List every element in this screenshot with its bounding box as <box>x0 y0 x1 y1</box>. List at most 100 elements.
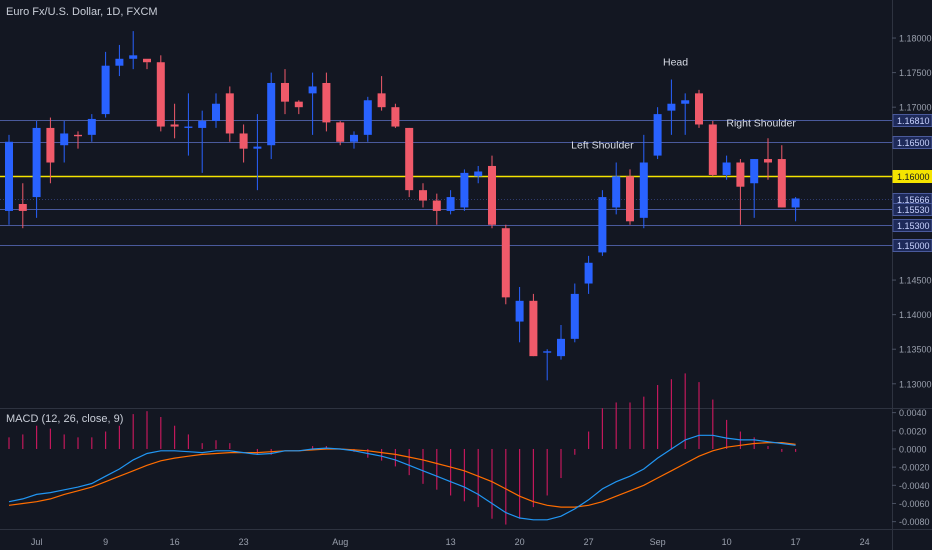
price-line-label-box <box>892 239 932 252</box>
candle-body <box>777 159 786 208</box>
candle-body <box>488 165 496 225</box>
price-line-label-box <box>892 219 932 232</box>
candle-body <box>543 351 552 353</box>
price-line-label-box <box>892 136 932 149</box>
candle-body <box>74 134 82 137</box>
price-tick-label: 1.13500 <box>899 345 932 355</box>
candle-body <box>570 293 579 339</box>
candle-body <box>115 58 124 66</box>
candle-body <box>405 127 414 191</box>
candle-body <box>612 176 621 208</box>
macd-line <box>8 434 796 521</box>
candle-body <box>101 65 110 115</box>
candle-body <box>446 197 455 211</box>
candle-body <box>253 146 262 149</box>
time-tick-label: 10 <box>722 537 732 547</box>
time-tick-label: Sep <box>650 537 666 547</box>
price-tick-label: 1.14000 <box>899 310 932 320</box>
price-tick-label: 1.18000 <box>899 34 932 44</box>
price-tick-label: 1.14500 <box>899 276 932 286</box>
time-tick-label: 27 <box>584 537 594 547</box>
candle-body <box>308 86 317 94</box>
candle-body <box>281 82 289 102</box>
time-tick-label: 24 <box>860 537 870 547</box>
time-tick-label: 20 <box>515 537 525 547</box>
candle-body <box>681 100 690 104</box>
candle-body <box>184 126 193 128</box>
candle-body <box>639 162 648 218</box>
candle-body <box>18 204 27 211</box>
candle-body <box>419 190 427 201</box>
price-line-label: 1.15300 <box>897 221 930 231</box>
candle-body <box>336 122 345 142</box>
candle-body <box>598 197 607 253</box>
candle-body <box>432 200 441 211</box>
candle-body <box>46 127 55 163</box>
candle-body <box>708 124 717 175</box>
macd-tick-label: 0.0040 <box>899 408 927 418</box>
price-tick-label: 1.17000 <box>899 103 932 113</box>
price-line-label: 1.16000 <box>897 172 930 182</box>
candle-body <box>60 133 69 146</box>
candle-body <box>129 55 138 59</box>
price-tick-label: 1.13000 <box>899 379 932 389</box>
candle-body <box>695 93 703 125</box>
price-tick-label: 1.17500 <box>899 68 932 78</box>
candle-body <box>460 172 469 208</box>
time-tick-label: 13 <box>446 537 456 547</box>
macd-tick-label: -0.0080 <box>899 517 930 527</box>
candle-body <box>198 121 207 128</box>
candle-body <box>667 103 676 111</box>
time-tick-label: 17 <box>791 537 801 547</box>
candle-body <box>626 176 634 222</box>
macd-tick-label: -0.0040 <box>899 481 930 491</box>
macd-tick-label: -0.0060 <box>899 499 930 509</box>
time-tick-label: Jul <box>31 537 43 547</box>
pattern-annotation: Head <box>663 57 688 69</box>
macd-tick-label: -0.0020 <box>899 463 930 473</box>
macd-signal-line <box>8 442 796 508</box>
price-line-label: 1.16810 <box>897 116 930 126</box>
candle-body <box>239 133 248 149</box>
price-line-label: 1.15000 <box>897 241 930 251</box>
candle-body <box>736 162 745 187</box>
candle-body <box>764 159 772 163</box>
candle-body <box>294 101 303 108</box>
candle-body <box>557 338 565 357</box>
pattern-annotation: Right Shoulder <box>726 118 796 130</box>
candle-body <box>143 58 151 63</box>
candle-body <box>501 228 510 298</box>
candle-body <box>584 262 593 284</box>
price-line-label: 1.16500 <box>897 138 930 148</box>
price-line-label-box <box>892 170 932 183</box>
price-line-label: 1.15666 <box>897 195 930 205</box>
candle-body <box>156 62 165 127</box>
candle-body <box>653 114 662 156</box>
candle-body <box>474 171 483 177</box>
candle-body <box>377 93 386 108</box>
candle-body <box>212 103 220 122</box>
macd-title: MACD (12, 26, close, 9) <box>6 413 124 425</box>
pattern-annotation: Left Shoulder <box>571 140 634 152</box>
candle-body <box>750 159 759 184</box>
candle-body <box>5 141 13 211</box>
candle-body <box>363 100 372 135</box>
macd-tick-label: 0.0020 <box>899 426 927 436</box>
candle-body <box>791 198 800 208</box>
candle-body <box>225 93 234 134</box>
time-tick-label: 23 <box>239 537 249 547</box>
macd-tick-label: 0.0000 <box>899 444 927 454</box>
time-tick-label: Aug <box>332 537 348 547</box>
price-line-label-box <box>892 114 932 127</box>
candle-body <box>322 82 331 123</box>
candle-body <box>350 134 358 142</box>
time-tick-label: 16 <box>170 537 180 547</box>
chart-title: Euro Fx/U.S. Dollar, 1D, FXCM <box>6 6 158 18</box>
time-tick-label: 9 <box>103 537 108 547</box>
candle-body <box>722 162 731 175</box>
price-line-label-box <box>892 203 932 216</box>
price-line-label: 1.15530 <box>897 205 930 215</box>
candle-body <box>87 118 96 135</box>
candle-body <box>32 127 41 198</box>
